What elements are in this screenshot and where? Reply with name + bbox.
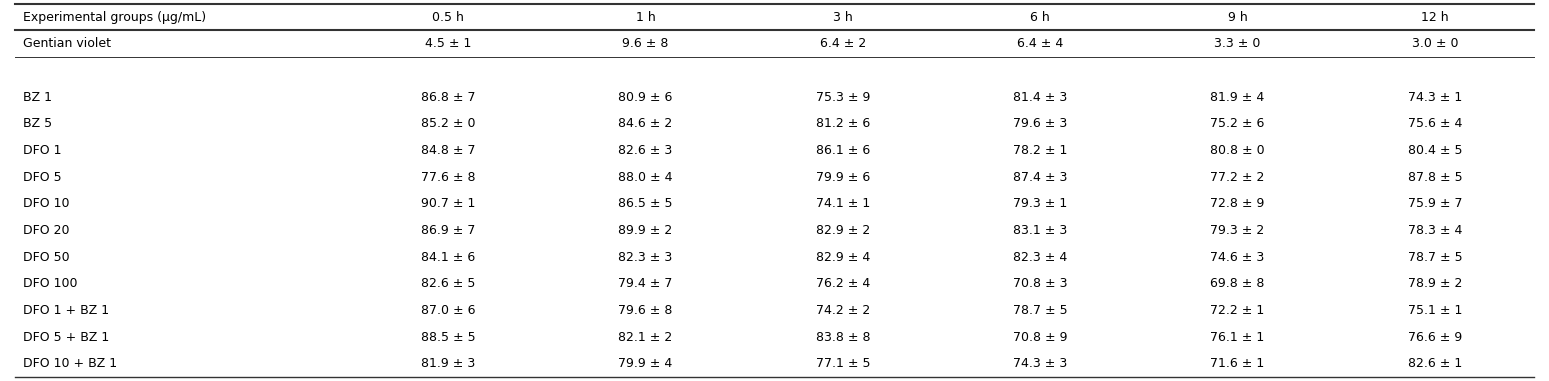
Text: 78.2 ± 1: 78.2 ± 1 — [1013, 144, 1067, 157]
Text: 86.5 ± 5: 86.5 ± 5 — [618, 197, 672, 210]
Text: 78.9 ± 2: 78.9 ± 2 — [1408, 277, 1462, 290]
Text: 83.8 ± 8: 83.8 ± 8 — [816, 331, 871, 344]
Text: DFO 10 + BZ 1: DFO 10 + BZ 1 — [23, 357, 118, 370]
Text: 70.8 ± 9: 70.8 ± 9 — [1013, 331, 1067, 344]
Text: DFO 50: DFO 50 — [23, 251, 70, 264]
Text: 87.8 ± 5: 87.8 ± 5 — [1408, 171, 1462, 184]
Text: 82.6 ± 5: 82.6 ± 5 — [421, 277, 476, 290]
Text: 78.7 ± 5: 78.7 ± 5 — [1408, 251, 1462, 264]
Text: 9.6 ± 8: 9.6 ± 8 — [623, 37, 669, 50]
Text: 74.1 ± 1: 74.1 ± 1 — [816, 197, 871, 210]
Text: 74.2 ± 2: 74.2 ± 2 — [816, 304, 871, 317]
Text: 80.9 ± 6: 80.9 ± 6 — [618, 91, 672, 104]
Text: BZ 5: BZ 5 — [23, 117, 53, 130]
Text: 78.3 ± 4: 78.3 ± 4 — [1408, 224, 1462, 237]
Text: 79.6 ± 8: 79.6 ± 8 — [618, 304, 672, 317]
Text: 84.8 ± 7: 84.8 ± 7 — [421, 144, 476, 157]
Text: 72.2 ± 1: 72.2 ± 1 — [1210, 304, 1264, 317]
Text: 86.8 ± 7: 86.8 ± 7 — [421, 91, 476, 104]
Text: 87.4 ± 3: 87.4 ± 3 — [1013, 171, 1067, 184]
Text: 80.4 ± 5: 80.4 ± 5 — [1408, 144, 1462, 157]
Text: 82.3 ± 3: 82.3 ± 3 — [618, 251, 672, 264]
Text: 84.6 ± 2: 84.6 ± 2 — [618, 117, 672, 130]
Text: 80.8 ± 0: 80.8 ± 0 — [1210, 144, 1266, 157]
Text: 76.1 ± 1: 76.1 ± 1 — [1210, 331, 1264, 344]
Text: 79.9 ± 6: 79.9 ± 6 — [816, 171, 871, 184]
Text: 75.1 ± 1: 75.1 ± 1 — [1408, 304, 1462, 317]
Text: 3 h: 3 h — [833, 11, 852, 24]
Text: 75.6 ± 4: 75.6 ± 4 — [1408, 117, 1462, 130]
Text: 82.9 ± 2: 82.9 ± 2 — [816, 224, 871, 237]
Text: DFO 5 + BZ 1: DFO 5 + BZ 1 — [23, 331, 110, 344]
Text: 82.6 ± 3: 82.6 ± 3 — [618, 144, 672, 157]
Text: 4.5 ± 1: 4.5 ± 1 — [424, 37, 471, 50]
Text: 75.3 ± 9: 75.3 ± 9 — [816, 91, 871, 104]
Text: 81.9 ± 4: 81.9 ± 4 — [1210, 91, 1264, 104]
Text: 3.3 ± 0: 3.3 ± 0 — [1214, 37, 1261, 50]
Text: 88.5 ± 5: 88.5 ± 5 — [421, 331, 476, 344]
Text: 86.9 ± 7: 86.9 ± 7 — [421, 224, 476, 237]
Text: DFO 1: DFO 1 — [23, 144, 62, 157]
Text: 81.2 ± 6: 81.2 ± 6 — [816, 117, 871, 130]
Text: BZ 1: BZ 1 — [23, 91, 53, 104]
Text: 83.1 ± 3: 83.1 ± 3 — [1013, 224, 1067, 237]
Text: 71.6 ± 1: 71.6 ± 1 — [1210, 357, 1264, 370]
Text: 77.2 ± 2: 77.2 ± 2 — [1210, 171, 1264, 184]
Text: 82.9 ± 4: 82.9 ± 4 — [816, 251, 871, 264]
Text: 79.3 ± 2: 79.3 ± 2 — [1210, 224, 1264, 237]
Text: DFO 100: DFO 100 — [23, 277, 77, 290]
Text: 6.4 ± 2: 6.4 ± 2 — [819, 37, 866, 50]
Text: 3.0 ± 0: 3.0 ± 0 — [1411, 37, 1458, 50]
Text: 89.9 ± 2: 89.9 ± 2 — [618, 224, 672, 237]
Text: 75.2 ± 6: 75.2 ± 6 — [1210, 117, 1264, 130]
Text: 79.4 ± 7: 79.4 ± 7 — [618, 277, 672, 290]
Text: DFO 10: DFO 10 — [23, 197, 70, 210]
Text: 82.1 ± 2: 82.1 ± 2 — [618, 331, 672, 344]
Text: 75.9 ± 7: 75.9 ± 7 — [1408, 197, 1462, 210]
Text: 81.4 ± 3: 81.4 ± 3 — [1013, 91, 1067, 104]
Text: 84.1 ± 6: 84.1 ± 6 — [421, 251, 476, 264]
Text: 81.9 ± 3: 81.9 ± 3 — [421, 357, 476, 370]
Text: 87.0 ± 6: 87.0 ± 6 — [421, 304, 476, 317]
Text: DFO 1 + BZ 1: DFO 1 + BZ 1 — [23, 304, 110, 317]
Text: 9 h: 9 h — [1228, 11, 1247, 24]
Text: 88.0 ± 4: 88.0 ± 4 — [618, 171, 672, 184]
Text: 74.3 ± 3: 74.3 ± 3 — [1013, 357, 1067, 370]
Text: 82.6 ± 1: 82.6 ± 1 — [1408, 357, 1462, 370]
Text: 90.7 ± 1: 90.7 ± 1 — [421, 197, 476, 210]
Text: 6 h: 6 h — [1030, 11, 1050, 24]
Text: 78.7 ± 5: 78.7 ± 5 — [1013, 304, 1067, 317]
Text: 0.5 h: 0.5 h — [432, 11, 465, 24]
Text: 74.6 ± 3: 74.6 ± 3 — [1210, 251, 1264, 264]
Text: 77.1 ± 5: 77.1 ± 5 — [816, 357, 871, 370]
Text: DFO 20: DFO 20 — [23, 224, 70, 237]
Text: 70.8 ± 3: 70.8 ± 3 — [1013, 277, 1067, 290]
Text: 76.2 ± 4: 76.2 ± 4 — [816, 277, 871, 290]
Text: Experimental groups (μg/mL): Experimental groups (μg/mL) — [23, 11, 206, 24]
Text: 77.6 ± 8: 77.6 ± 8 — [421, 171, 476, 184]
Text: 6.4 ± 4: 6.4 ± 4 — [1018, 37, 1063, 50]
Text: 79.9 ± 4: 79.9 ± 4 — [618, 357, 672, 370]
Text: 69.8 ± 8: 69.8 ± 8 — [1210, 277, 1264, 290]
Text: 82.3 ± 4: 82.3 ± 4 — [1013, 251, 1067, 264]
Text: 86.1 ± 6: 86.1 ± 6 — [816, 144, 871, 157]
Text: DFO 5: DFO 5 — [23, 171, 62, 184]
Text: 85.2 ± 0: 85.2 ± 0 — [421, 117, 476, 130]
Text: 1 h: 1 h — [635, 11, 655, 24]
Text: 79.6 ± 3: 79.6 ± 3 — [1013, 117, 1067, 130]
Text: 76.6 ± 9: 76.6 ± 9 — [1408, 331, 1462, 344]
Text: 79.3 ± 1: 79.3 ± 1 — [1013, 197, 1067, 210]
Text: 12 h: 12 h — [1420, 11, 1448, 24]
Text: Gentian violet: Gentian violet — [23, 37, 112, 50]
Text: 72.8 ± 9: 72.8 ± 9 — [1210, 197, 1264, 210]
Text: 74.3 ± 1: 74.3 ± 1 — [1408, 91, 1462, 104]
